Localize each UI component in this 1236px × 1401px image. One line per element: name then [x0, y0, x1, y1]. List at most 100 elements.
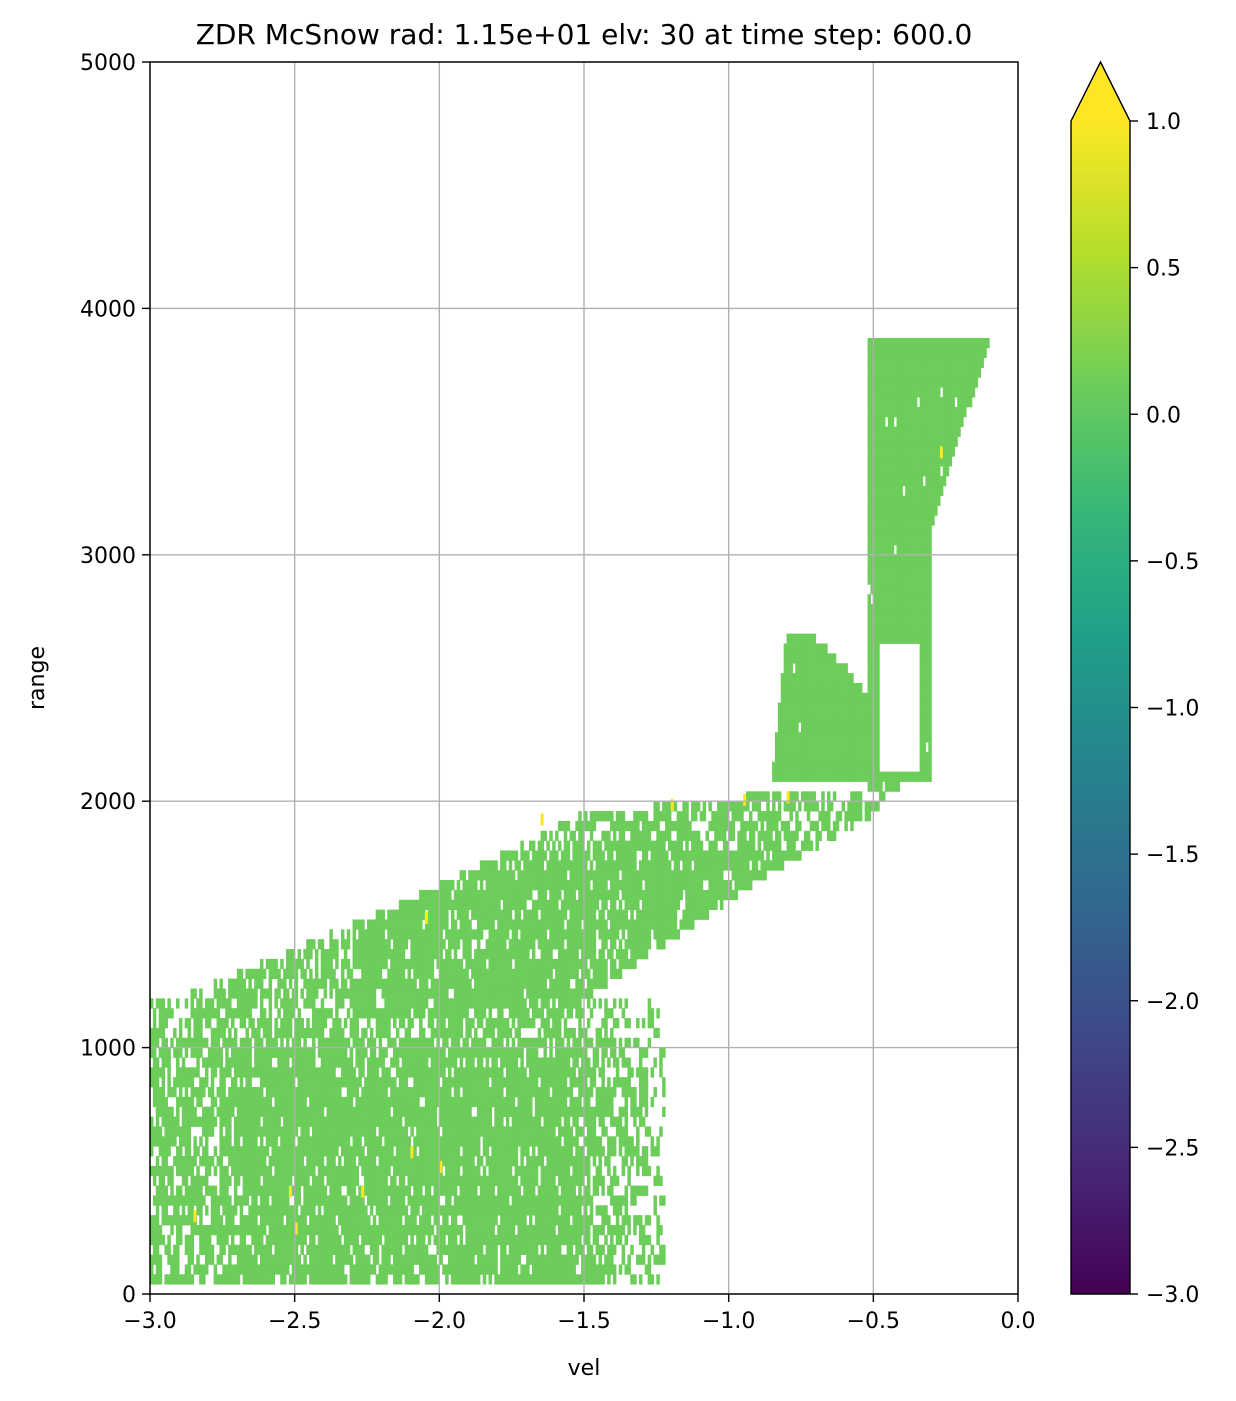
heatmap-cell	[531, 870, 536, 881]
heatmap-cell	[607, 840, 611, 851]
heatmap-cell	[581, 1077, 585, 1088]
heatmap-cell	[271, 1146, 276, 1157]
heatmap-cell	[421, 1254, 426, 1265]
heatmap-cell	[381, 1057, 385, 1068]
heatmap-cell	[352, 1185, 357, 1196]
heatmap-cell	[181, 1096, 186, 1108]
heatmap-cell	[482, 1008, 487, 1019]
heatmap-cell	[610, 1234, 614, 1246]
heatmap-cell	[265, 1096, 270, 1108]
heatmap-cell	[395, 1027, 400, 1039]
heatmap-cell	[531, 1047, 536, 1058]
heatmap-cell	[332, 1126, 336, 1137]
heatmap-cell	[216, 1225, 221, 1236]
heatmap-cell	[578, 1274, 582, 1285]
heatmap-cell	[607, 1106, 611, 1117]
heatmap-cell	[199, 1087, 203, 1098]
heatmap-cell	[485, 988, 490, 999]
heatmap-cell	[323, 1234, 328, 1246]
heatmap-cell	[488, 968, 493, 980]
heatmap-cell	[531, 1274, 536, 1285]
heatmap-cell	[427, 988, 432, 999]
heatmap-cell	[233, 1077, 238, 1088]
heatmap-cell	[427, 1165, 432, 1177]
heatmap-cell	[326, 958, 330, 970]
heatmap-cell	[372, 1156, 377, 1167]
heatmap-cell	[520, 1136, 524, 1147]
heatmap-cell	[228, 1225, 232, 1236]
heatmap-cell	[557, 1136, 562, 1147]
heatmap-cell	[210, 1037, 215, 1048]
heatmap-cell	[288, 1116, 293, 1127]
heatmap-cell	[283, 1156, 287, 1167]
heatmap-cell	[231, 1047, 235, 1058]
heatmap-cell	[497, 939, 501, 950]
heatmap-cell	[401, 1136, 406, 1147]
heatmap-cell	[543, 1205, 547, 1216]
heatmap-cell	[233, 1156, 238, 1167]
heatmap-cell	[343, 1234, 348, 1246]
heatmap-cell	[445, 919, 449, 930]
heatmap-cell	[407, 1244, 411, 1255]
heatmap-cell	[479, 1067, 484, 1078]
heatmap-cell	[529, 1195, 533, 1206]
heatmap-cell	[459, 870, 464, 881]
heatmap-cell	[502, 1234, 507, 1246]
heatmap-cell	[372, 1225, 377, 1236]
heatmap-cell	[563, 978, 568, 989]
heatmap-cell	[430, 1027, 435, 1039]
heatmap-cell	[456, 909, 461, 920]
heatmap-cell	[312, 1136, 316, 1147]
heatmap-cell	[586, 1087, 591, 1098]
heatmap-cell	[413, 1037, 417, 1048]
heatmap-cell	[271, 1215, 276, 1226]
heatmap-cell	[575, 1156, 579, 1167]
heatmap-cell	[288, 1165, 293, 1177]
heatmap-cell	[560, 1234, 565, 1246]
heatmap-cell	[401, 1087, 406, 1098]
heatmap-cell	[448, 968, 452, 980]
heatmap-cell	[323, 1067, 328, 1078]
heatmap-cell	[361, 1037, 365, 1048]
heatmap-cell	[595, 1175, 600, 1186]
heatmap-cell	[555, 909, 559, 920]
heatmap-cell	[335, 998, 339, 1009]
heatmap-cell	[196, 1008, 200, 1019]
heatmap-cell	[462, 998, 466, 1009]
heatmap-cell	[288, 1087, 293, 1098]
heatmap-cell	[390, 1136, 394, 1147]
heatmap-cell	[416, 1116, 420, 1127]
heatmap-cell	[335, 1057, 339, 1068]
heatmap-cell	[537, 1156, 542, 1167]
heatmap-cell	[222, 1165, 226, 1177]
heatmap-cell	[393, 968, 397, 980]
heatmap-cell	[303, 1165, 307, 1177]
heatmap-cell	[257, 1146, 261, 1157]
heatmap-cell	[317, 1047, 322, 1058]
heatmap-cell	[540, 1205, 545, 1216]
heatmap-cell	[245, 968, 249, 980]
heatmap-cell	[225, 1126, 229, 1137]
heatmap-cell	[419, 929, 423, 940]
heatmap-cell	[537, 968, 542, 980]
heatmap-cell	[540, 1008, 545, 1019]
heatmap-cell	[595, 1234, 600, 1246]
heatmap-cell	[268, 968, 273, 980]
heatmap-cell	[450, 1136, 455, 1147]
heatmap-cell	[335, 1146, 339, 1157]
heatmap-cell	[309, 1264, 313, 1275]
heatmap-cell	[242, 1126, 247, 1137]
heatmap-cell	[505, 1116, 510, 1127]
heatmap-cell	[491, 978, 495, 989]
heatmap-cell	[416, 949, 420, 960]
heatmap-cell	[494, 949, 498, 960]
heatmap-cell	[170, 1225, 174, 1236]
heatmap-cell	[607, 1185, 611, 1196]
heatmap-cell	[170, 1165, 174, 1177]
heatmap-cell	[233, 1087, 238, 1098]
heatmap-cell	[340, 929, 345, 940]
heatmap-cell	[259, 1047, 264, 1058]
heatmap-cell	[581, 1165, 585, 1177]
heatmap-cell	[268, 1116, 273, 1127]
heatmap-cell	[500, 1116, 504, 1127]
